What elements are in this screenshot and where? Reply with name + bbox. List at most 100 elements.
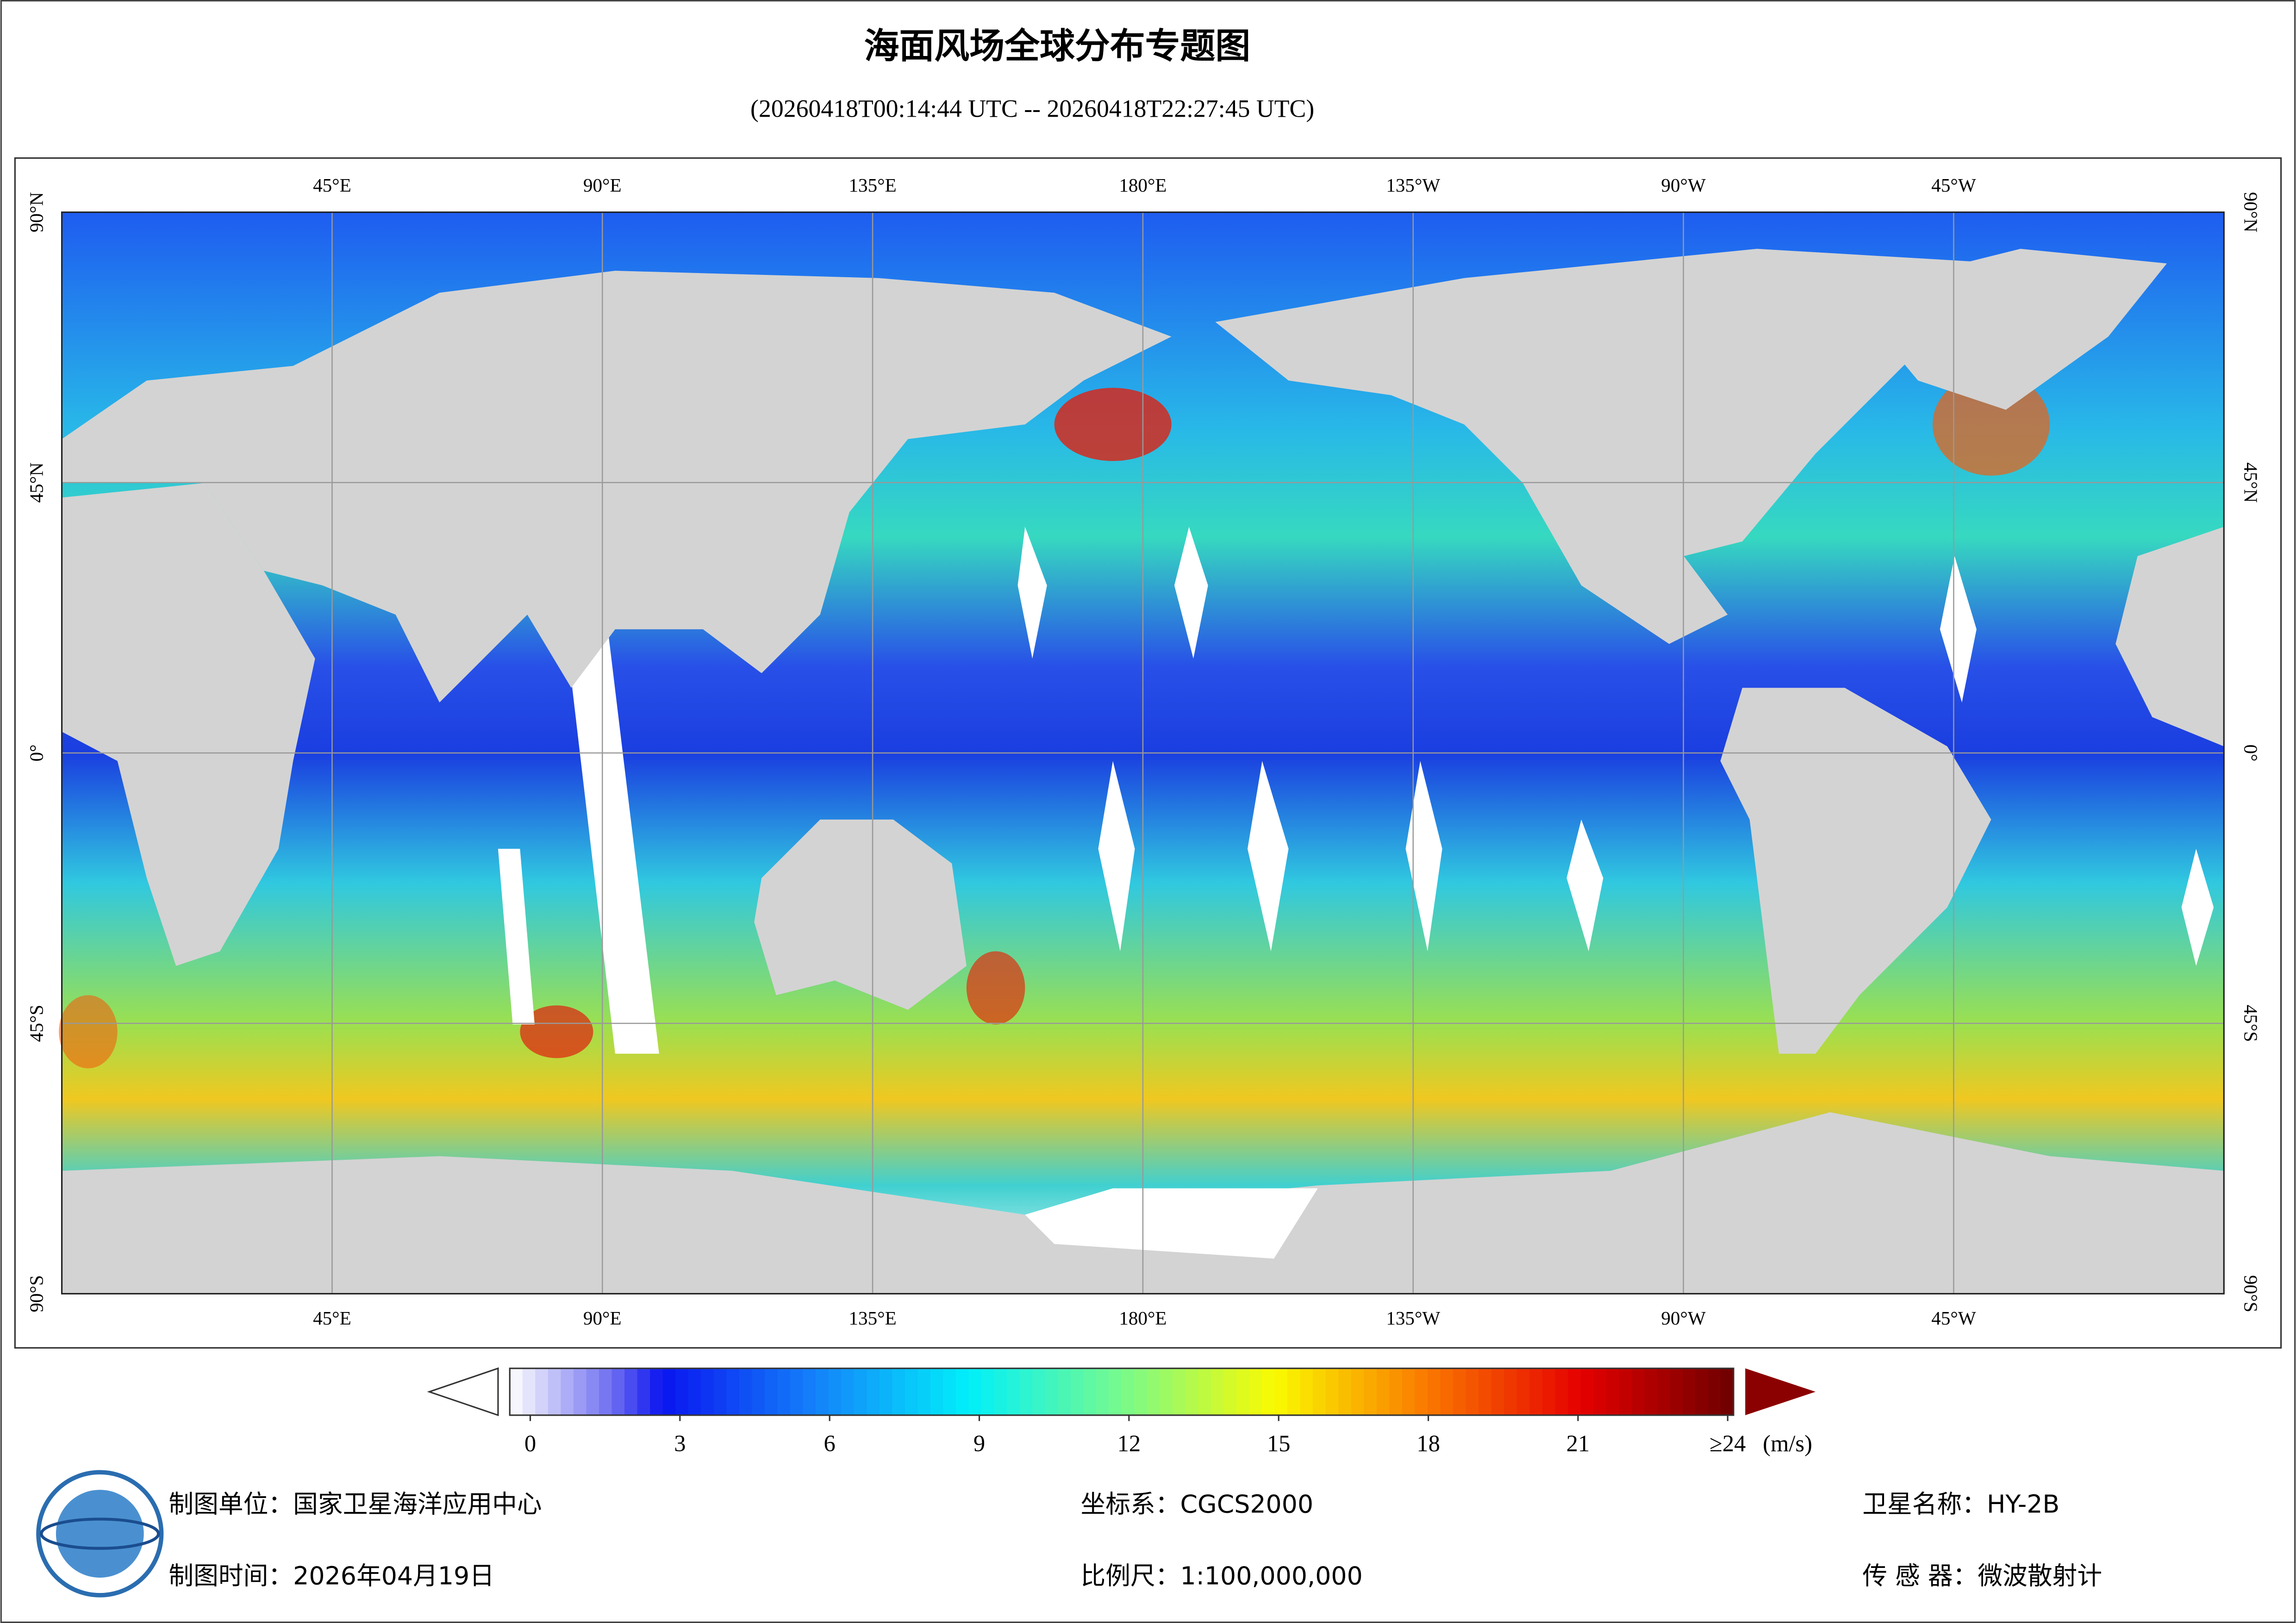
colorbar-cell [1580,1368,1594,1415]
colorbar-cell [522,1368,536,1415]
colorbar-cell [739,1368,753,1415]
colorbar-cell [1644,1368,1658,1415]
colorbar-cell [854,1368,867,1415]
colorbar-cell [1045,1368,1059,1415]
colorbar-cell [1440,1368,1454,1415]
colorbar-cell [1122,1368,1136,1415]
footer-sensor: 传 感 器：微波散射计 [1862,1561,2102,1591]
colorbar-cell [981,1368,995,1415]
lon-label-top: 90°W [1661,174,1706,196]
colorbar-cell [1631,1368,1645,1415]
colorbar-cell [1300,1368,1314,1415]
colorbar-cell [1721,1368,1734,1415]
colorbar-cell [1198,1368,1212,1415]
swath-gaps [498,527,2214,1054]
colorbar-cell [1313,1368,1327,1415]
colorbar-label: 3 [674,1430,686,1456]
colorbar-cell [675,1368,689,1415]
colorbar-cell [1542,1368,1556,1415]
lon-label-top: 135°W [1386,174,1440,196]
colorbar-label: ≥24 [1710,1430,1746,1456]
colorbar-cell [1708,1368,1722,1415]
colorbar-cell [968,1368,982,1415]
colorbar-cell [1134,1368,1148,1415]
colorbar-cell [1173,1368,1186,1415]
map-frame [14,157,2282,1349]
colorbar-cell [1058,1368,1072,1415]
colorbar-cell [1606,1368,1620,1415]
colorbar-cell [1466,1368,1479,1415]
colorbar-cell [573,1368,587,1415]
lon-label-top: 45°E [313,174,351,196]
colorbar-cell [1682,1368,1696,1415]
lat-label-left: 45°N [25,462,47,503]
colorbar-under [427,1367,499,1417]
colorbar-cell [637,1368,651,1415]
colorbar-cell [1491,1368,1505,1415]
colorbar-over [1745,1368,1816,1415]
colorbar-cell [650,1368,664,1415]
title: 海面风场全球分布专题图 [864,25,1251,66]
colorbar-cell [816,1368,830,1415]
lat-label-left: 45°S [25,1005,47,1042]
colorbar-cell [892,1368,906,1415]
colorbar-cell [943,1368,957,1415]
ice-shelf [1025,1188,1318,1259]
colorbar-cell [1376,1368,1390,1415]
lat-label-left: 90°N [25,192,47,232]
colorbar-cell [1351,1368,1365,1415]
colorbar-label: 9 [973,1430,985,1456]
colorbar-cell [586,1368,600,1415]
lat-label-left: 90°S [25,1275,47,1312]
colorbar-cell [1415,1368,1429,1415]
colorbar-cell [905,1368,919,1415]
lon-label-bottom: 45°W [1931,1307,1976,1329]
lon-label-bottom: 90°E [583,1307,622,1329]
colorbar-cell [1185,1368,1199,1415]
colorbar-cell [1007,1368,1021,1415]
colorbar-cell [1210,1368,1224,1415]
colorbar-cell [1109,1368,1123,1415]
colorbar-unit: (m/s) [1763,1430,1812,1456]
colorbar-cell [611,1368,625,1415]
colorbar-label: 12 [1117,1430,1141,1456]
footer-crs: 坐标系：CGCS2000 [1081,1490,1314,1519]
colorbar-cell [1070,1368,1085,1415]
colorbar-cell [1160,1368,1173,1415]
logo [36,1470,164,1598]
colorbar-cell [662,1368,676,1415]
footer-satellite: 卫星名称：HY-2B [1862,1490,2059,1519]
lat-label-right: 45°S [2240,1005,2262,1042]
colorbar-cell [1529,1368,1543,1415]
colorbar-cell [701,1368,715,1415]
colorbar-cell [1516,1368,1530,1415]
colorbar-cell [599,1368,613,1415]
colorbar-cell [1567,1368,1582,1415]
colorbar-cell [956,1368,970,1415]
colorbar-cell [1593,1368,1607,1415]
colorbar-cell [535,1368,549,1415]
colorbar-label: 6 [824,1430,836,1456]
colorbar-cell [1236,1368,1250,1415]
colorbar-cell [1083,1368,1097,1415]
colorbar-cell [828,1368,842,1415]
colorbar-cell [1364,1368,1378,1415]
colorbar-cell [1619,1368,1633,1415]
colorbar-cell [1019,1368,1033,1415]
colorbar-cell [1249,1368,1263,1415]
lon-label-bottom: 180°E [1119,1307,1167,1329]
lon-label-bottom: 45°E [313,1307,351,1329]
colorbar-cell [1428,1368,1441,1415]
colorbar-cell [1096,1368,1110,1415]
lon-label-top: 90°E [583,174,622,196]
colorbar-cell [688,1368,702,1415]
colorbar-cell [1555,1368,1569,1415]
colorbar-cell [917,1368,931,1415]
wind-high [966,951,1025,1025]
colorbar-cell [994,1368,1008,1415]
colorbar-cell [1325,1368,1339,1415]
footer-scale: 比例尺：1:100,000,000 [1081,1561,1363,1591]
colorbar-cell [1338,1368,1352,1415]
wind-high [520,1005,593,1058]
